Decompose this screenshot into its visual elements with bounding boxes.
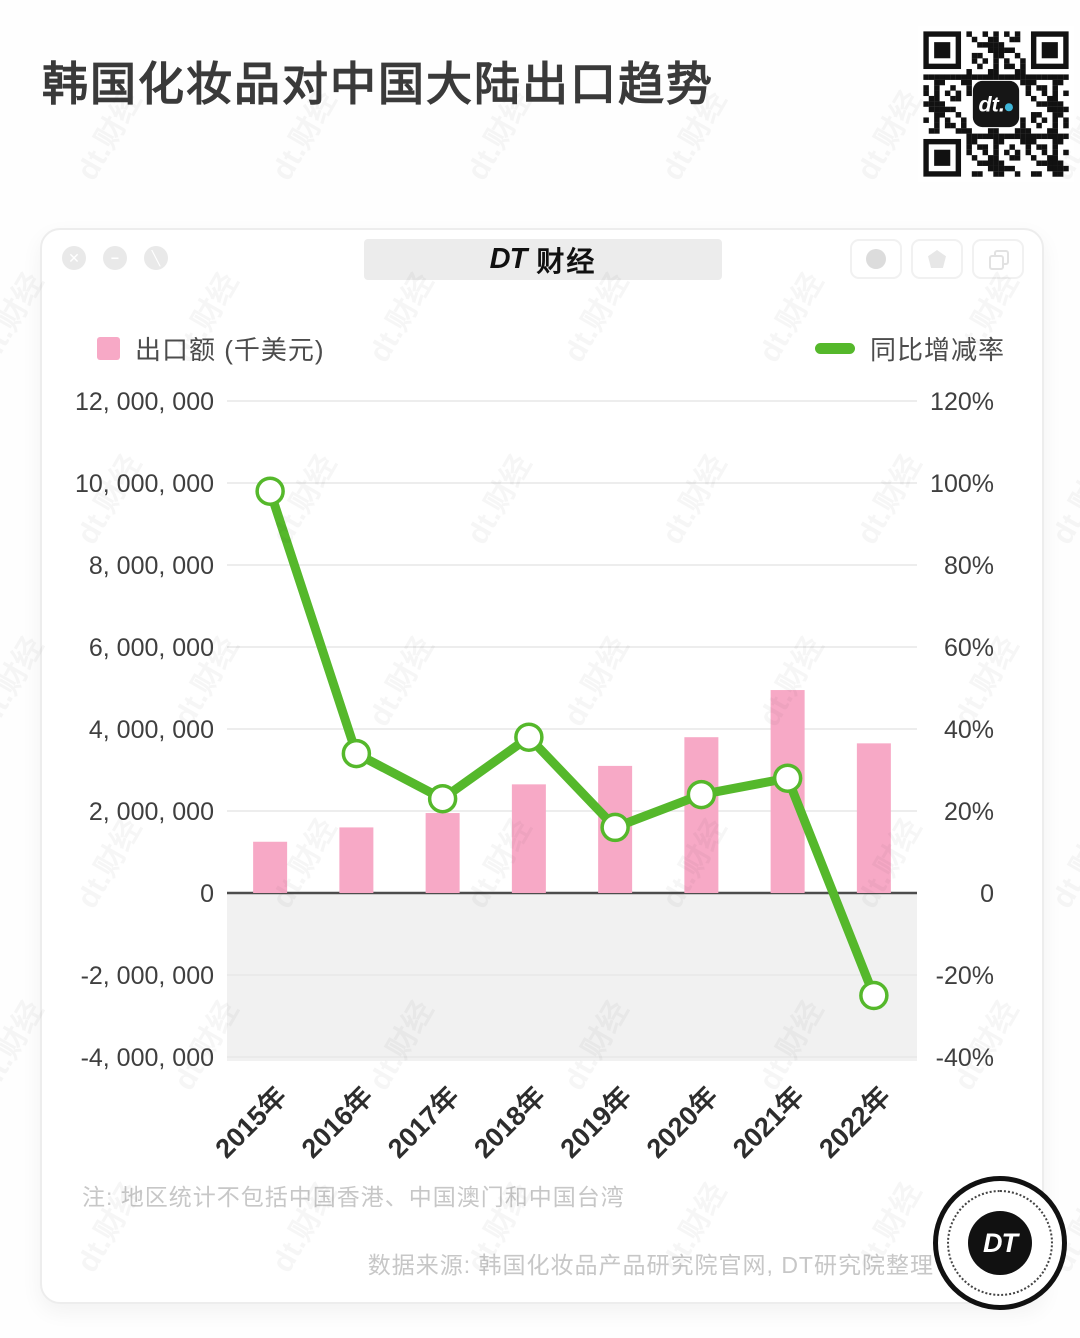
- x-axis-label: 2020年: [640, 1080, 723, 1163]
- line-point-2015年: [255, 476, 285, 506]
- left-axis-tick: 8, 000, 000: [89, 552, 214, 580]
- bar-2022年: [856, 743, 891, 893]
- line-point-2021年: [772, 763, 803, 793]
- tab-title-label: 财经: [536, 245, 597, 277]
- left-axis-tick: 12, 000, 000: [75, 388, 214, 416]
- dot-icon: [866, 249, 886, 269]
- window-titlebar: ✕ − ╲ DT 财经: [42, 230, 1042, 288]
- left-axis-tick: 2, 000, 000: [89, 798, 214, 826]
- left-axis-tick: 4, 000, 000: [89, 716, 214, 744]
- x-axis-label: 2016年: [295, 1080, 378, 1163]
- line-point-2020年: [686, 779, 717, 810]
- watermark-text: dt.财经: [0, 0, 52, 5]
- legend-bar-label: 出口额 (千美元): [135, 335, 325, 365]
- minimize-icon: −: [110, 250, 120, 266]
- line-point-2017年: [427, 783, 458, 814]
- watermark-text: dt.财经: [1038, 809, 1080, 915]
- data-source: 数据来源: 韩国化妆品产品研究院官网, DT研究院整理: [367, 1252, 934, 1278]
- right-axis-tick: 20%: [944, 798, 994, 826]
- left-axis-tick: -2, 000, 000: [81, 962, 214, 990]
- bar-2018年: [511, 784, 546, 893]
- x-axis-label: 2015年: [209, 1080, 292, 1163]
- close-button[interactable]: ✕: [62, 246, 86, 270]
- watermark-text: dt.财经: [745, 0, 831, 5]
- right-axis-tick: -40%: [936, 1044, 994, 1072]
- watermark-text: dt.财经: [940, 0, 1026, 5]
- share-icon: [928, 250, 946, 268]
- x-axis-label: 2017年: [381, 1080, 464, 1163]
- copy-button[interactable]: [972, 239, 1024, 279]
- right-axis-tick: 120%: [930, 388, 994, 416]
- watermark-text: dt.财经: [1038, 445, 1080, 551]
- right-axis-tick: 40%: [944, 716, 994, 744]
- export-trend-chart: 12, 000, 000 120% 10, 000, 000 100% 8, 000, …: [75, 388, 994, 1164]
- chart-note: 注: 地区统计不包括中国香港、中国澳门和中国台湾: [82, 1184, 625, 1210]
- bar-2015年: [253, 841, 288, 893]
- qr-code: dt.: [918, 26, 1074, 182]
- x-axis-label: 2019年: [554, 1080, 637, 1163]
- negative-region: [227, 893, 917, 1061]
- chart-legend: 出口额 (千美元) 同比增减率: [42, 330, 1042, 370]
- left-axis-tick: 10, 000, 000: [75, 470, 214, 498]
- right-axis-tick: 60%: [944, 634, 994, 662]
- line-point-2019年: [600, 812, 630, 843]
- right-axis-tick: 0: [980, 880, 994, 908]
- line-point-2018年: [514, 722, 544, 752]
- copy-icon: [989, 250, 1009, 270]
- line-point-2016年: [341, 738, 372, 769]
- collapse-button[interactable]: ╲: [144, 246, 168, 270]
- watermark-text: dt.财经: [843, 81, 929, 187]
- bar-swatch-icon: [97, 337, 120, 360]
- legend-growth-rate: 同比增减率: [814, 330, 1005, 367]
- legend-export-amount: 出口额 (千美元): [97, 330, 325, 367]
- x-axis-label: 2021年: [726, 1080, 809, 1163]
- line-swatch-icon: [814, 343, 855, 354]
- bar-2016年: [339, 827, 374, 893]
- collapse-icon: ╲: [151, 250, 161, 266]
- x-axis-label: 2018年: [468, 1080, 551, 1163]
- watermark-text: dt.财经: [550, 0, 636, 5]
- left-axis-tick: 0: [200, 880, 214, 908]
- line-point-2022年: [859, 980, 889, 1011]
- right-axis-tick: -20%: [936, 962, 994, 990]
- dt-logo: DT: [933, 1176, 1067, 1310]
- right-axis-tick: 80%: [944, 552, 994, 580]
- tab-brand-label: DT: [489, 243, 528, 275]
- minimize-button[interactable]: −: [103, 246, 127, 270]
- left-axis-tick: -4, 000, 000: [81, 1044, 214, 1072]
- browser-window: ✕ − ╲ DT 财经 出口额 (千美元) 同比增减率 12, 000, 000…: [40, 228, 1044, 1304]
- close-icon: ✕: [68, 250, 80, 266]
- page-title: 韩国化妆品对中国大陆出口趋势: [42, 58, 714, 110]
- bar-2017年: [425, 813, 460, 893]
- legend-line-label: 同比增减率: [869, 335, 1005, 365]
- window-tab[interactable]: DT 财经: [364, 239, 722, 280]
- svg-text:dt.: dt.: [979, 93, 1005, 117]
- x-axis-label: 2022年: [813, 1080, 896, 1163]
- bar-2020年: [684, 737, 719, 893]
- record-button[interactable]: [850, 239, 902, 279]
- watermark-text: dt.财经: [160, 0, 246, 5]
- dotted-ring: [947, 1190, 1053, 1296]
- watermark-text: dt.财经: [355, 0, 441, 5]
- share-button[interactable]: [911, 239, 963, 279]
- right-axis-tick: 100%: [930, 470, 994, 498]
- left-axis-tick: 6, 000, 000: [89, 634, 214, 662]
